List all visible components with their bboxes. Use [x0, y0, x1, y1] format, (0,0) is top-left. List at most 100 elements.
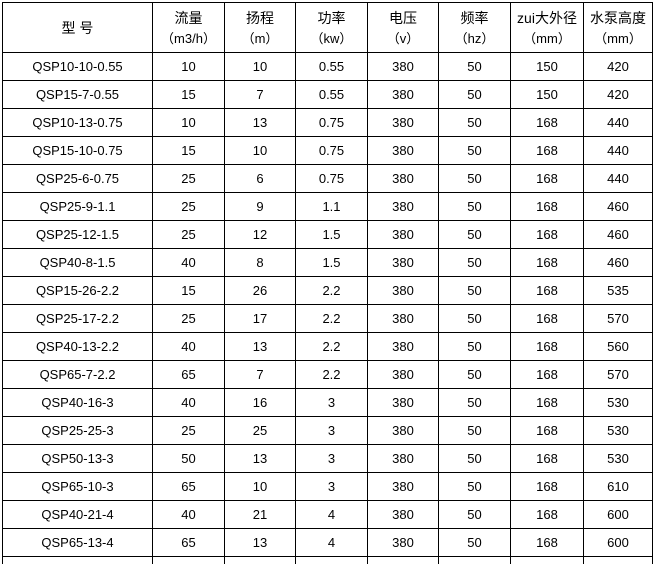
value-cell: 10: [152, 52, 225, 81]
value-cell: 12: [224, 220, 296, 249]
value-cell: 0.55: [295, 80, 368, 109]
value-cell: 13: [224, 332, 296, 361]
value-cell: 25: [152, 164, 225, 193]
model-cell: QSP25-9-1.1: [2, 192, 153, 221]
value-cell: 16: [224, 388, 296, 417]
value-cell: 25: [152, 304, 225, 333]
value-cell: 380: [367, 416, 439, 445]
value-cell: 7: [224, 80, 296, 109]
empty-cell: [438, 556, 511, 564]
value-cell: 50: [152, 444, 225, 473]
value-cell: 380: [367, 444, 439, 473]
value-cell: 380: [367, 388, 439, 417]
value-cell: 168: [510, 192, 584, 221]
value-cell: 380: [367, 220, 439, 249]
value-cell: 50: [438, 388, 511, 417]
value-cell: 9: [224, 192, 296, 221]
value-cell: 6: [224, 164, 296, 193]
value-cell: 600: [583, 500, 653, 529]
header-power-unit: （kw）: [310, 30, 353, 46]
table-row: QSP10-10-0.55 10 10 0.55 380 50 150 420: [2, 52, 653, 81]
value-cell: 25: [152, 220, 225, 249]
value-cell: 380: [367, 332, 439, 361]
value-cell: 168: [510, 332, 584, 361]
header-row: 型 号 流量 （m3/h） 扬程 （m） 功率 （kw） 电压 （v） 频率 （hz）: [2, 2, 653, 53]
value-cell: 535: [583, 276, 653, 305]
value-cell: 21: [224, 500, 296, 529]
value-cell: 530: [583, 416, 653, 445]
model-cell: QSP25-6-0.75: [2, 164, 153, 193]
header-model-label: 型 号: [61, 19, 94, 36]
value-cell: 380: [367, 192, 439, 221]
value-cell: 168: [510, 164, 584, 193]
value-cell: 10: [224, 52, 296, 81]
value-cell: 168: [510, 136, 584, 165]
header-frequency-unit: （hz）: [454, 30, 495, 46]
value-cell: 50: [438, 192, 511, 221]
empty-cell: [224, 556, 296, 564]
value-cell: 50: [438, 304, 511, 333]
value-cell: 2.2: [295, 360, 368, 389]
header-pump-height-label: 水泵高度: [590, 9, 646, 26]
model-cell: QSP10-13-0.75: [2, 108, 153, 137]
value-cell: 168: [510, 416, 584, 445]
empty-cell: [367, 556, 439, 564]
value-cell: 460: [583, 220, 653, 249]
value-cell: 168: [510, 108, 584, 137]
value-cell: 3: [295, 416, 368, 445]
value-cell: 380: [367, 136, 439, 165]
header-pump-height: 水泵高度 （mm）: [583, 2, 653, 53]
value-cell: 13: [224, 444, 296, 473]
value-cell: 380: [367, 80, 439, 109]
header-voltage-unit: （v）: [386, 30, 420, 46]
value-cell: 168: [510, 528, 584, 557]
table-row: QSP65-10-3 65 10 3 380 50 168 610: [2, 472, 653, 501]
model-cell: QSP65-10-3: [2, 472, 153, 501]
value-cell: 150: [510, 80, 584, 109]
header-flow-unit: （m3/h）: [161, 30, 216, 46]
value-cell: 65: [152, 528, 225, 557]
value-cell: 1.5: [295, 248, 368, 277]
header-head-label: 扬程: [246, 9, 274, 26]
value-cell: 380: [367, 108, 439, 137]
value-cell: 3: [295, 388, 368, 417]
empty-cell: [152, 556, 225, 564]
header-max-diameter-unit: （mm）: [523, 30, 571, 46]
value-cell: 530: [583, 388, 653, 417]
value-cell: 7: [224, 360, 296, 389]
model-cell: QSP25-25-3: [2, 416, 153, 445]
empty-cell: [2, 556, 153, 564]
header-voltage: 电压 （v）: [367, 2, 439, 53]
value-cell: 50: [438, 360, 511, 389]
value-cell: 50: [438, 220, 511, 249]
header-head-unit: （m）: [241, 30, 279, 46]
table-row: QSP25-25-3 25 25 3 380 50 168 530: [2, 416, 653, 445]
value-cell: 50: [438, 276, 511, 305]
value-cell: 168: [510, 444, 584, 473]
header-frequency: 频率 （hz）: [438, 2, 511, 53]
model-cell: QSP10-10-0.55: [2, 52, 153, 81]
value-cell: 168: [510, 304, 584, 333]
header-model: 型 号: [2, 2, 153, 53]
value-cell: 50: [438, 416, 511, 445]
value-cell: 168: [510, 220, 584, 249]
value-cell: 65: [152, 360, 225, 389]
table-row: QSP15-7-0.55 15 7 0.55 380 50 150 420: [2, 80, 653, 109]
value-cell: 168: [510, 388, 584, 417]
value-cell: 440: [583, 164, 653, 193]
value-cell: 25: [224, 416, 296, 445]
value-cell: 380: [367, 304, 439, 333]
model-cell: QSP65-13-4: [2, 528, 153, 557]
model-cell: QSP15-10-0.75: [2, 136, 153, 165]
model-cell: QSP15-26-2.2: [2, 276, 153, 305]
value-cell: 1.5: [295, 220, 368, 249]
value-cell: 15: [152, 136, 225, 165]
value-cell: 570: [583, 360, 653, 389]
value-cell: 50: [438, 136, 511, 165]
value-cell: 8: [224, 248, 296, 277]
value-cell: 50: [438, 164, 511, 193]
value-cell: 570: [583, 304, 653, 333]
table-body: QSP10-10-0.55 10 10 0.55 380 50 150 420 QSP15-7-…: [2, 52, 653, 564]
value-cell: 460: [583, 192, 653, 221]
table-row: QSP65-13-4 65 13 4 380 50 168 600: [2, 528, 653, 557]
